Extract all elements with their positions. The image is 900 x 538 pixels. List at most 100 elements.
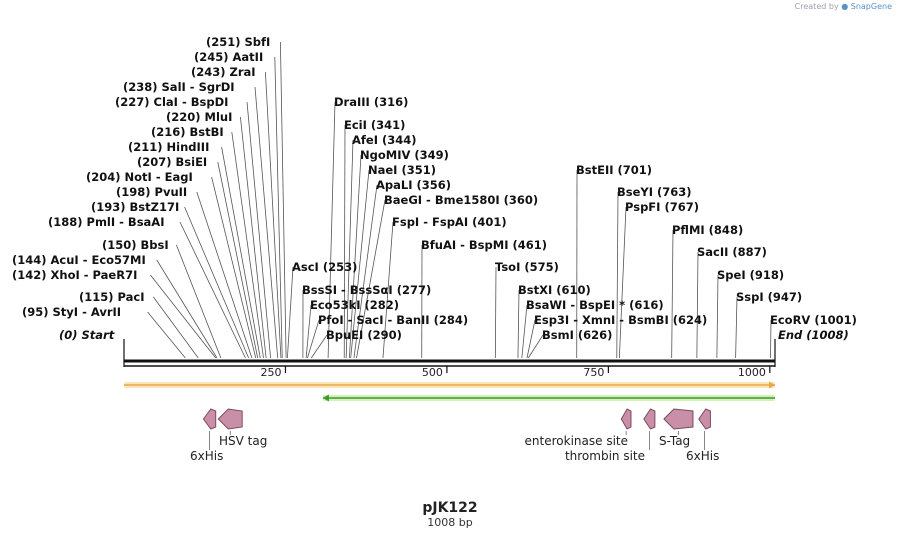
feature-label[interactable]: HSV tag: [219, 434, 267, 448]
site-leader-line: [343, 124, 346, 359]
site-leader-line: [345, 139, 354, 359]
restriction-site-label[interactable]: (95) StyI - AvrII: [22, 305, 121, 319]
site-labels: (0) Start (95) StyI - AvrII(115) PacI (142…: [12, 35, 857, 342]
snapgene-watermark: Created by ● SnapGene: [795, 2, 892, 11]
restriction-site-label[interactable]: Eco53kI (282): [310, 298, 399, 312]
site-leader-line: [616, 191, 619, 359]
site-leader-line: [217, 161, 259, 359]
feature-arrow[interactable]: [663, 408, 694, 430]
site-leader-line: [246, 101, 272, 359]
restriction-site-label[interactable]: BstXI (610): [518, 283, 591, 297]
ruler-ticks: 250 500 750 1000: [260, 366, 771, 379]
restriction-site-label[interactable]: BssSI - BssSαI (277): [302, 283, 431, 297]
site-leader-line: [382, 221, 394, 359]
restriction-site-label[interactable]: (188) PmlI - BsaAI: [48, 215, 164, 229]
feature-label[interactable]: 6xHis: [190, 449, 223, 463]
restriction-site-label[interactable]: TsoI (575): [495, 260, 559, 274]
restriction-site-label[interactable]: DraIII (316): [334, 95, 408, 109]
restriction-site-label[interactable]: PspFI (767): [625, 200, 699, 214]
site-leader-line: [307, 319, 320, 359]
restriction-site-label[interactable]: (0) Start: [59, 328, 115, 342]
site-leader-line: [286, 266, 294, 359]
site-leader-line: [716, 274, 719, 359]
restriction-site-label[interactable]: End (1008): [778, 328, 849, 342]
snapgene-logo-icon: ●: [841, 2, 849, 11]
site-leader-line: [265, 71, 282, 359]
restriction-site-label[interactable]: BsmI (626): [542, 328, 612, 342]
restriction-site-label[interactable]: BseYI (763): [617, 185, 692, 199]
ruler-tick-label: 750: [583, 366, 604, 379]
restriction-site-label[interactable]: (150) BbsI: [102, 238, 169, 252]
feature-marker[interactable]: [202, 408, 217, 430]
site-leader-line: [305, 304, 312, 359]
restriction-site-label[interactable]: BsaWI - BspEI * (616): [526, 298, 664, 312]
site-leader-line: [310, 334, 328, 359]
restriction-site-label[interactable]: (198) PvuII: [116, 185, 187, 199]
feature-label[interactable]: thrombin site: [565, 449, 645, 463]
site-leader-line: [147, 311, 186, 359]
site-leader-line: [350, 169, 370, 359]
site-leader-line: [517, 289, 520, 359]
restriction-site-label[interactable]: (243) ZraI: [191, 65, 256, 79]
restriction-site-label[interactable]: BaeGI - Bme1580I (360): [384, 193, 538, 207]
restriction-site-label[interactable]: PfoI - SacI - BanII (284): [318, 313, 468, 327]
site-leader-line: [240, 116, 267, 359]
site-leader-line: [521, 304, 528, 359]
restriction-site-label[interactable]: NgoMIV (349): [360, 148, 449, 162]
orf-arrowhead: [322, 394, 329, 402]
restriction-site-label[interactable]: (245) AatII: [194, 50, 263, 64]
feature-label[interactable]: enterokinase site: [525, 434, 628, 448]
site-leader-line: [221, 146, 261, 359]
restriction-site-label[interactable]: (227) ClaI - BspDI: [115, 95, 228, 109]
site-leader-line: [274, 56, 283, 359]
restriction-site-label[interactable]: (204) NotI - EagI: [86, 170, 193, 184]
site-leader-line: [527, 334, 544, 359]
restriction-site-label[interactable]: (144) AcuI - Eco57MI: [12, 253, 146, 267]
restriction-site-label[interactable]: AscI (253): [292, 260, 357, 274]
feature-label[interactable]: 6xHis: [686, 449, 719, 463]
restriction-site-label[interactable]: BpuEI (290): [326, 328, 402, 342]
restriction-site-label[interactable]: SpeI (918): [717, 268, 784, 282]
feature-arrow[interactable]: [217, 408, 243, 430]
restriction-site-label[interactable]: (220) MluI: [166, 110, 232, 124]
restriction-site-label[interactable]: PflMI (848): [672, 223, 743, 237]
restriction-site-label[interactable]: SspI (947): [736, 290, 802, 304]
site-leader-line: [696, 251, 699, 359]
restriction-site-label[interactable]: ApaLI (356): [376, 178, 451, 192]
restriction-site-label[interactable]: Esp3I - XmnI - BsmBI (624): [534, 313, 707, 327]
restriction-site-label[interactable]: BstEII (701): [576, 163, 652, 177]
restriction-site-label[interactable]: AfeI (344): [352, 133, 417, 147]
restriction-site-label[interactable]: (115) PacI: [79, 290, 145, 304]
restriction-site-label[interactable]: (238) SalI - SgrDI: [123, 80, 235, 94]
site-leader-line: [184, 206, 250, 359]
site-leader-line: [618, 206, 627, 359]
restriction-site-label[interactable]: (216) BstBI: [151, 125, 224, 139]
ruler-tick-label: 1000: [738, 366, 766, 379]
site-leader-line: [327, 101, 336, 359]
site-leader-line: [231, 131, 264, 359]
restriction-site-label[interactable]: (193) BstZ17I: [91, 200, 179, 214]
restriction-site-label[interactable]: FspI - FspAI (401): [392, 215, 507, 229]
restriction-site-label[interactable]: (142) XhoI - PaeR7I: [12, 268, 137, 282]
ruler-tick-label: 250: [260, 366, 281, 379]
feature-label[interactable]: S-Tag: [659, 434, 690, 448]
orf-arrowhead: [769, 381, 775, 389]
site-leader-line: [196, 191, 253, 359]
orf-arrows: [124, 381, 775, 402]
restriction-site-label[interactable]: EciI (341): [344, 118, 405, 132]
restriction-site-label[interactable]: NaeI (351): [368, 163, 436, 177]
restriction-site-label[interactable]: SacII (887): [697, 245, 767, 259]
restriction-site-label[interactable]: (207) BsiEI: [137, 155, 207, 169]
restriction-site-label[interactable]: (251) SbfI: [206, 35, 270, 49]
restriction-site-label[interactable]: BfuAI - BspMI (461): [421, 238, 547, 252]
feature-marker[interactable]: [643, 408, 656, 430]
feature-marker[interactable]: [698, 408, 711, 430]
restriction-site-label[interactable]: (211) HindIII: [128, 140, 209, 154]
site-leader-line: [671, 229, 674, 359]
site-leader-line: [176, 244, 222, 359]
restriction-site-label[interactable]: EcoRV (1001): [770, 313, 857, 327]
feature-marker[interactable]: [620, 408, 632, 430]
site-leader-line: [156, 259, 218, 359]
